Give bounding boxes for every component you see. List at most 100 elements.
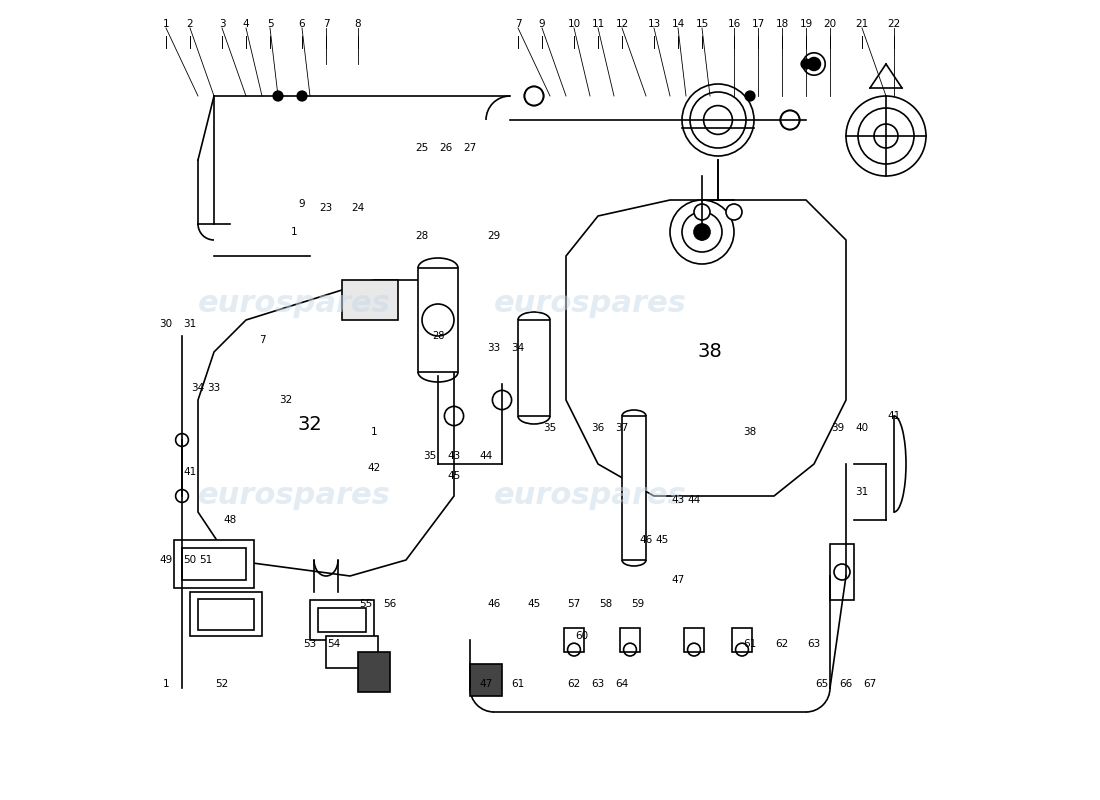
Text: 35: 35	[424, 451, 437, 461]
Text: 11: 11	[592, 19, 605, 29]
Text: 13: 13	[648, 19, 661, 29]
Circle shape	[726, 204, 742, 220]
Text: 39: 39	[832, 423, 845, 433]
Text: 34: 34	[191, 383, 205, 393]
Circle shape	[694, 204, 710, 220]
Text: 7: 7	[322, 19, 329, 29]
Text: 33: 33	[487, 343, 500, 353]
Text: 24: 24	[351, 203, 364, 213]
Circle shape	[745, 91, 755, 101]
Text: 17: 17	[751, 19, 764, 29]
Text: 54: 54	[328, 639, 341, 649]
Text: 5: 5	[266, 19, 273, 29]
Text: 43: 43	[448, 451, 461, 461]
Text: 25: 25	[416, 143, 429, 153]
Bar	[310, 600, 374, 640]
Text: 29: 29	[487, 231, 500, 241]
Text: 55: 55	[360, 599, 373, 609]
Text: 21: 21	[856, 19, 869, 29]
Circle shape	[682, 84, 754, 156]
Text: 56: 56	[384, 599, 397, 609]
Text: eurospares: eurospares	[198, 290, 390, 318]
Text: 62: 62	[568, 679, 581, 689]
Bar	[318, 608, 366, 632]
Text: 31: 31	[856, 487, 869, 497]
Text: 36: 36	[592, 423, 605, 433]
Text: 53: 53	[304, 639, 317, 649]
Text: eurospares: eurospares	[494, 290, 686, 318]
Text: eurospares: eurospares	[494, 482, 686, 510]
Text: 14: 14	[671, 19, 684, 29]
Text: 50: 50	[184, 555, 197, 565]
Text: 1: 1	[290, 227, 297, 237]
Text: 30: 30	[160, 319, 173, 329]
Circle shape	[846, 96, 926, 176]
Polygon shape	[198, 280, 454, 576]
Text: 63: 63	[807, 639, 821, 649]
Circle shape	[694, 224, 710, 240]
Bar	[470, 664, 502, 696]
Bar	[342, 280, 398, 320]
Text: 31: 31	[184, 319, 197, 329]
Text: 65: 65	[815, 679, 828, 689]
Polygon shape	[830, 544, 854, 600]
Text: 32: 32	[279, 395, 293, 405]
Text: 1: 1	[163, 679, 169, 689]
Bar	[684, 628, 704, 652]
Bar	[326, 636, 378, 668]
Text: 42: 42	[367, 463, 381, 473]
Bar	[564, 628, 584, 652]
Text: 67: 67	[864, 679, 877, 689]
Text: 40: 40	[856, 423, 869, 433]
Text: 6: 6	[299, 19, 306, 29]
Text: 37: 37	[615, 423, 628, 433]
Text: 58: 58	[600, 599, 613, 609]
Text: 9: 9	[539, 19, 546, 29]
Bar	[174, 540, 254, 588]
Text: 28: 28	[416, 231, 429, 241]
Text: 8: 8	[354, 19, 361, 29]
Text: 28: 28	[432, 331, 444, 341]
Text: eurospares: eurospares	[198, 482, 390, 510]
Text: 22: 22	[888, 19, 901, 29]
Bar	[182, 548, 246, 580]
Text: 61: 61	[512, 679, 525, 689]
Text: 47: 47	[671, 575, 684, 585]
Circle shape	[807, 58, 821, 70]
Text: 63: 63	[592, 679, 605, 689]
Text: 23: 23	[319, 203, 332, 213]
Text: 10: 10	[568, 19, 581, 29]
Text: 52: 52	[216, 679, 229, 689]
Bar	[518, 320, 550, 416]
Text: 20: 20	[824, 19, 837, 29]
Circle shape	[801, 59, 811, 69]
Text: 66: 66	[839, 679, 853, 689]
Text: 9: 9	[299, 199, 306, 209]
Text: 38: 38	[744, 427, 757, 437]
Text: 45: 45	[448, 471, 461, 481]
Text: 41: 41	[888, 411, 901, 421]
Bar	[358, 652, 390, 692]
Text: 35: 35	[543, 423, 557, 433]
Circle shape	[670, 200, 734, 264]
Text: 33: 33	[208, 383, 221, 393]
Text: 59: 59	[631, 599, 645, 609]
Text: 1: 1	[371, 427, 377, 437]
Text: 64: 64	[615, 679, 628, 689]
Text: 43: 43	[671, 495, 684, 505]
Text: 1: 1	[163, 19, 169, 29]
Text: 62: 62	[776, 639, 789, 649]
Text: 41: 41	[184, 467, 197, 477]
Circle shape	[422, 304, 454, 336]
Circle shape	[704, 106, 733, 134]
Text: 7: 7	[515, 19, 521, 29]
Text: 4: 4	[243, 19, 250, 29]
Text: 57: 57	[568, 599, 581, 609]
Text: 47: 47	[480, 679, 493, 689]
Text: 18: 18	[776, 19, 789, 29]
Bar	[418, 268, 458, 372]
Text: 15: 15	[695, 19, 708, 29]
Text: 46: 46	[487, 599, 500, 609]
Circle shape	[273, 91, 283, 101]
Text: 49: 49	[160, 555, 173, 565]
